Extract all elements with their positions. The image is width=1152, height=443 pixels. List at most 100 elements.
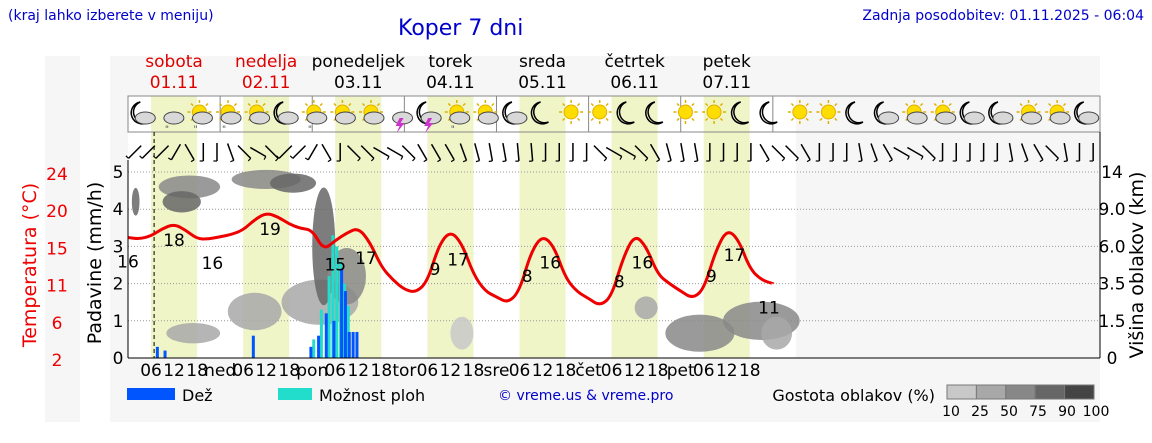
sun-ray	[819, 102, 823, 107]
sun-icon	[592, 104, 608, 120]
sun-icon	[820, 104, 836, 120]
temperature-tick-label: 2	[52, 351, 63, 371]
wind-barb	[444, 143, 455, 161]
wind-barb-tick	[275, 157, 279, 162]
cloud-blob	[131, 187, 140, 216]
wind-barb	[605, 146, 623, 158]
showers-swatch	[278, 388, 312, 400]
wind-barb	[693, 143, 699, 161]
icon-strip-frame	[127, 95, 1101, 133]
cloud-icon	[1049, 111, 1071, 125]
sun-ray	[576, 117, 581, 122]
thunderstorm-icon	[392, 111, 414, 133]
temperature-tick-label: 6	[52, 314, 63, 334]
sun-ray	[590, 102, 594, 107]
rain-bar	[351, 331, 355, 358]
sun-icon	[587, 100, 612, 124]
cloud-density-level: 10	[942, 404, 960, 420]
cloud-height-tick-label: 14	[1101, 163, 1123, 183]
wind-barb-tick	[488, 160, 493, 163]
sun-ray	[933, 102, 937, 107]
wind-barb	[870, 143, 878, 161]
wind-barb	[516, 142, 520, 162]
last-updated: Zadnja posodobitev: 01.11.2025 - 06:04	[862, 8, 1144, 24]
legend: Dež Možnost ploh Gostota oblakov (%) 10 25 50…	[127, 384, 1110, 420]
sun-ray	[233, 102, 238, 107]
sun-ray	[805, 102, 809, 107]
wind-barb	[1008, 143, 1014, 161]
cloud-density-level: 100	[1083, 404, 1110, 420]
sun-ray	[719, 117, 724, 122]
sun-icon	[702, 100, 727, 124]
wind-barb-tick	[125, 155, 129, 159]
wind-barb	[1033, 143, 1044, 161]
day-name: četrtek	[604, 52, 665, 72]
cloud-icon	[249, 111, 271, 125]
wind-barb	[619, 146, 636, 158]
day-date: 04.11	[426, 73, 475, 93]
weather-icons: " " " " "	[130, 100, 1100, 135]
moon-thunder-icon	[416, 101, 442, 133]
sun-icon	[787, 100, 812, 124]
cloud-blob	[227, 292, 282, 331]
moon-cloud-icon	[130, 101, 156, 125]
x-tick-label: 12	[624, 361, 646, 381]
x-tick-label: pet	[667, 361, 695, 381]
moon-cloud-icon	[873, 101, 900, 125]
moon-icon	[616, 101, 635, 125]
shower-bar	[335, 246, 339, 358]
sun-cloud-icon	[473, 100, 499, 125]
temperature-line	[127, 212, 774, 306]
cloud-icon	[277, 111, 299, 125]
temperature-data-label: 18	[163, 231, 185, 251]
moon-icon	[845, 101, 864, 125]
wind-barb-tick	[644, 157, 649, 162]
cloud-icon	[992, 111, 1014, 125]
cloud-icon	[935, 111, 957, 125]
wind-barb	[771, 145, 786, 159]
wind-barb	[292, 145, 307, 159]
x-tick-label: pon	[296, 361, 328, 381]
sun-ray	[1019, 102, 1023, 107]
wind-barb	[401, 145, 416, 159]
day-date: 05.11	[518, 73, 567, 93]
daylight-band	[611, 96, 658, 358]
location-hint[interactable]: (kraj lahko izberete v meniju)	[8, 8, 214, 24]
precip-tick-label: 1	[113, 312, 124, 332]
wind-barb-tick	[680, 160, 685, 163]
wind-barb-tick	[370, 157, 375, 162]
cloud-blob	[761, 316, 793, 350]
cloud-density-level: 75	[1029, 404, 1047, 420]
wind-barb	[649, 143, 661, 161]
rain-bar	[324, 313, 328, 358]
wind-barb-tick	[806, 159, 811, 163]
wind-barbs	[125, 142, 1094, 163]
rain-bar	[340, 268, 344, 358]
temperature-axis-title: Temperatura (°C)	[19, 183, 41, 348]
wind-barb	[800, 143, 811, 161]
cloud-icon	[306, 111, 328, 125]
cloud-blob	[450, 316, 474, 350]
wind-barb	[386, 146, 404, 158]
moon-icon	[759, 101, 778, 125]
x-tick-label: 06	[140, 361, 162, 381]
x-tick-label: 06	[693, 361, 715, 381]
sun-ray	[691, 102, 695, 107]
moon-icon	[645, 101, 664, 125]
wind-barb-tick	[656, 159, 660, 163]
moon-icon	[530, 101, 549, 125]
temperature-data-label: 8	[522, 267, 533, 287]
sun-icon	[677, 104, 693, 120]
wind-barb	[249, 146, 267, 158]
shower-bar	[319, 309, 323, 358]
sun-cloud-icon	[359, 100, 385, 125]
wind-barb-tick	[1008, 160, 1013, 163]
wind-barb	[502, 143, 507, 161]
wind-barb-tick	[633, 156, 637, 160]
sun-ray	[562, 117, 566, 122]
sun-rain-icon: "	[216, 100, 242, 135]
sun-ray	[819, 117, 823, 122]
wind-barb-tick	[190, 159, 195, 163]
moon-cloud-icon	[959, 101, 985, 125]
copyright-link[interactable]: © vreme.us & vreme.pro	[498, 388, 674, 404]
